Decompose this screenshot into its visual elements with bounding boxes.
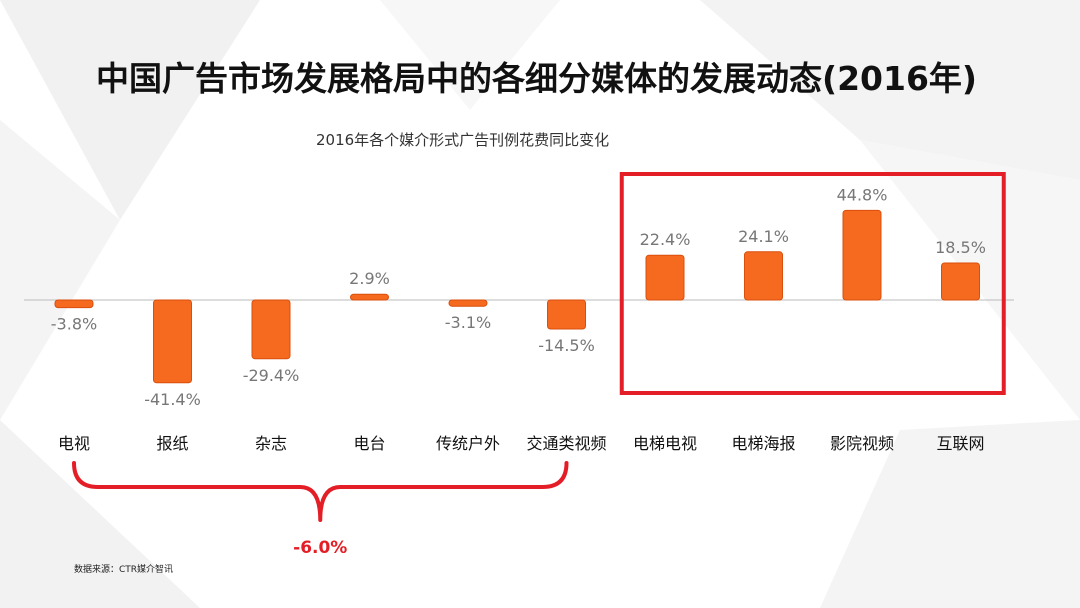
bar [547,299,586,330]
highlight-box [619,172,1006,395]
bar-value-label: 18.5% [935,238,986,257]
bar-value-label: -29.4% [243,366,300,385]
bracket-group [72,461,569,522]
category-label: 杂志 [255,434,287,453]
bar-value-label: 22.4% [640,230,691,249]
bar-value-label: -14.5% [538,336,595,355]
bar [941,262,980,301]
bar-value-label: 44.8% [837,185,888,204]
category-label: 电梯电视 [633,434,697,453]
category-label: 电视 [58,434,90,453]
category-label: 电台 [353,434,385,453]
category-label: 报纸 [156,434,188,453]
chart-title: 2016年各个媒介形式广告刊例花费同比变化 [316,131,610,149]
bar-value-label: -3.8% [51,315,97,334]
category-label: 电梯海报 [731,434,795,453]
bar [251,299,291,360]
bar [744,251,783,301]
bar-value-label: 24.1% [738,227,789,246]
page-title: 中国广告市场发展格局中的各细分媒体的发展动态(2016年) [96,59,978,98]
category-label: 传统户外 [436,434,500,453]
bar [350,293,389,301]
bar [448,299,488,307]
bar-value-label: -41.4% [144,390,201,409]
bar [645,254,685,301]
bar-value-label: -3.1% [445,313,491,332]
category-label: 交通类视频 [526,434,606,453]
bar [842,209,882,301]
bar [153,299,192,384]
category-label: 互联网 [936,434,984,453]
bar [54,299,94,309]
category-label: 影院视频 [830,434,894,453]
bar-value-label: 2.9% [349,269,390,288]
data-source-note: 数据来源：CTR媒介智讯 [74,565,174,575]
bracket-total-label: -6.0% [293,538,347,558]
